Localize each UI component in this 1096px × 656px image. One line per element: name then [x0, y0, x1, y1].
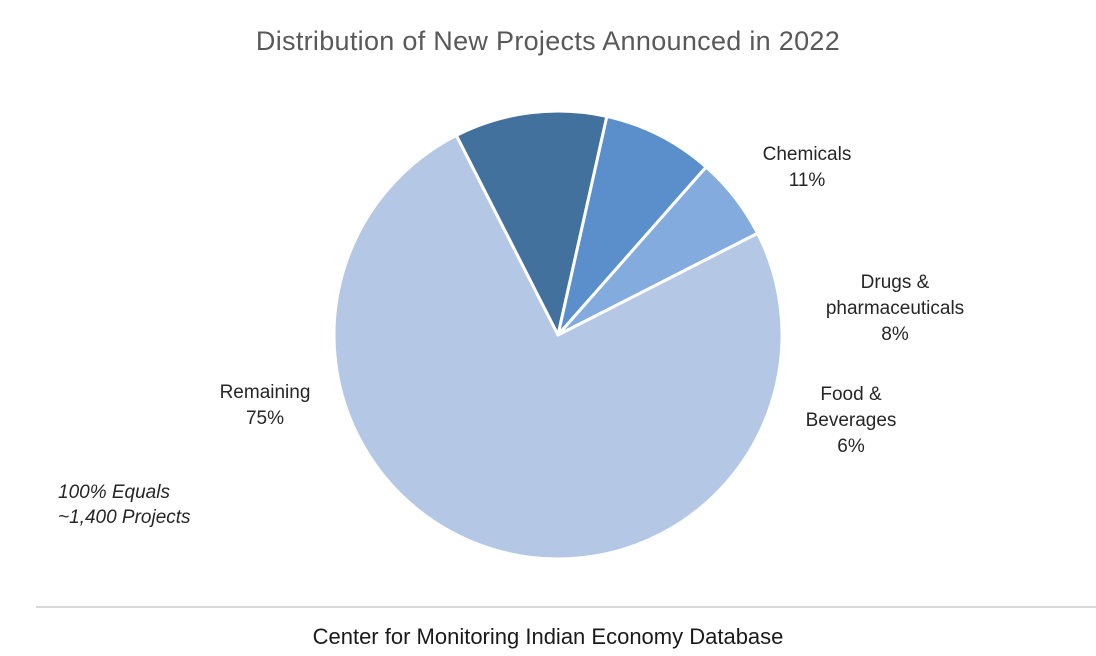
pie-labels: Chemicals 11% Drugs & pharmaceuticals 8% Food… [220, 144, 965, 457]
pie-slice-remaining [332, 133, 784, 561]
total-note-line-2: ~1,400 Projects [58, 507, 191, 528]
slice-label-food-beverages: Food & Beverages 6% [806, 384, 897, 457]
footer-divider [36, 606, 1096, 608]
pie-chart: Chemicals 11% Drugs & pharmaceuticals 8% Food… [220, 109, 965, 561]
pie-slices [332, 109, 784, 561]
pie-slice-drugs-pharmaceuticals [556, 114, 708, 337]
source-text: Center for Monitoring Indian Economy Dat… [312, 624, 784, 649]
chart-title: Distribution of New Projects Announced i… [255, 26, 841, 56]
slice-label-drugs-pharmaceuticals: Drugs & pharmaceuticals 8% [826, 272, 964, 345]
total-note-line-1: 100% Equals [58, 482, 170, 503]
slice-label-chemicals: Chemicals 11% [763, 144, 852, 191]
slice-label-remaining: Remaining 75% [220, 382, 311, 429]
total-note: 100% Equals ~1,400 Projects [58, 480, 191, 530]
